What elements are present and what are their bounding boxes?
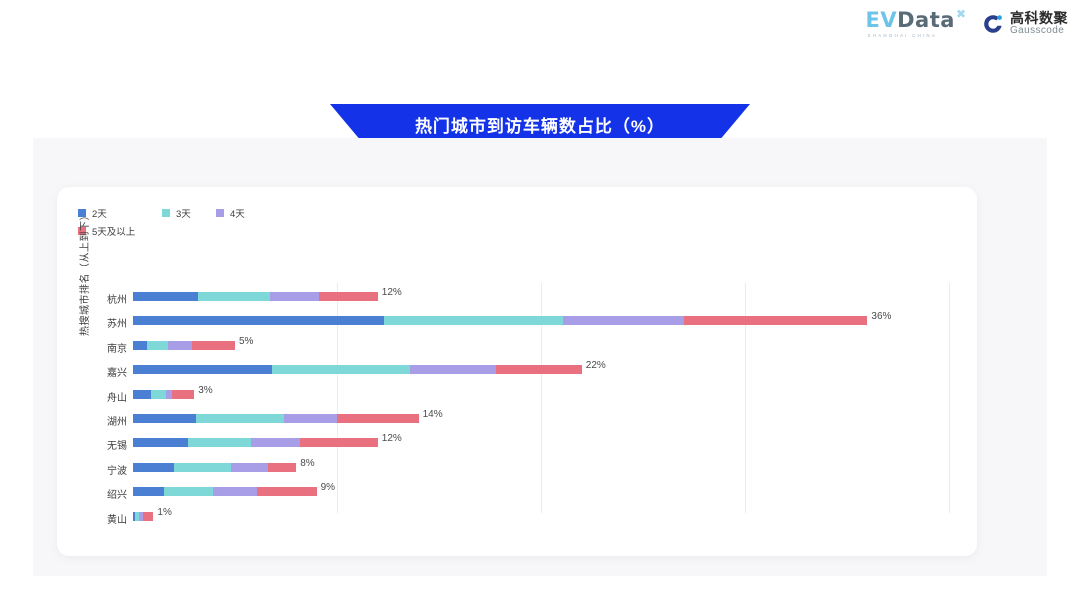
evdata-wordmark: EVData ✖ (865, 7, 966, 32)
gausscode-c-icon (982, 13, 1004, 35)
evdata-text: EVData (865, 8, 955, 32)
x-mark-icon: ✖ (955, 7, 966, 21)
legend-swatch-icon (78, 209, 86, 217)
gausscode-text: 高科数聚 Gausscode (1010, 10, 1068, 37)
gausscode-logo: 高科数聚 Gausscode (982, 11, 1068, 36)
legend-label: 5天及以上 (92, 227, 136, 238)
legend-swatch-icon (216, 209, 224, 217)
legend-swatch-icon (78, 227, 86, 235)
legend-swatch-icon (162, 209, 170, 217)
chart-title-banner: 热门城市到访车辆数占比（%） (330, 104, 750, 144)
chart-legend: 2天 3天 4天 5天及以上 (78, 206, 498, 242)
legend-label: 2天 (92, 209, 107, 220)
legend-item-3[interactable]: 5天及以上 (78, 224, 498, 238)
evdata-logo: EVData ✖ SHANGHAI CHINA (865, 7, 966, 38)
header-logo-bar: EVData ✖ SHANGHAI CHINA 高科数聚 Gausscode (865, 7, 1068, 38)
evdata-subtitle: SHANGHAI CHINA (867, 33, 938, 38)
legend-item-2[interactable]: 4天 (216, 206, 276, 220)
legend-item-0[interactable]: 2天 (78, 206, 162, 220)
legend-label: 3天 (176, 209, 191, 220)
legend-item-1[interactable]: 3天 (162, 206, 216, 220)
legend-label: 4天 (230, 209, 245, 220)
chart-card (57, 187, 977, 556)
